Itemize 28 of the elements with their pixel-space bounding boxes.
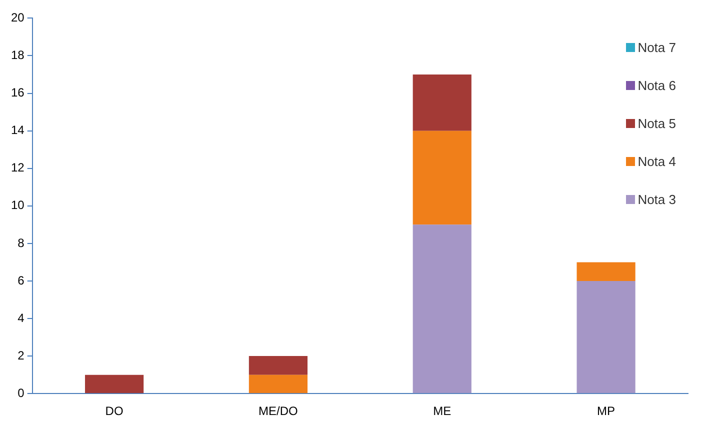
- y-tick-label: 6: [18, 273, 25, 288]
- y-tick-label: 10: [10, 198, 25, 212]
- legend-label: Nota 4: [638, 154, 676, 168]
- bar: [412, 74, 472, 131]
- y-tick-label: 0: [18, 386, 25, 400]
- bar: [412, 130, 472, 225]
- x-tick-label: ME: [433, 404, 452, 418]
- x-tick-label: DO: [105, 404, 124, 418]
- x-tick-label: MP: [597, 404, 616, 418]
- legend-label: Nota 6: [638, 78, 676, 92]
- x-tick-label: ME/DO: [258, 404, 298, 418]
- y-tick-label: 20: [10, 10, 25, 25]
- y-tick-label: 2: [18, 348, 25, 362]
- y-tick-label: 16: [10, 86, 25, 100]
- y-tick-label: 18: [10, 48, 25, 62]
- bar: [576, 280, 636, 394]
- bar: [85, 374, 144, 394]
- legend-label: Nota 3: [638, 192, 676, 206]
- legend-label: Nota 5: [638, 116, 676, 130]
- y-tick-label: 8: [18, 236, 25, 250]
- bar: [248, 356, 308, 375]
- y-tick-label: 4: [18, 310, 25, 325]
- bar: [412, 224, 472, 394]
- bar: [576, 262, 636, 281]
- legend-label: Nota 7: [638, 40, 676, 54]
- bar: [248, 374, 308, 394]
- y-tick-label: 12: [10, 160, 25, 175]
- y-tick-label: 14: [10, 123, 25, 138]
